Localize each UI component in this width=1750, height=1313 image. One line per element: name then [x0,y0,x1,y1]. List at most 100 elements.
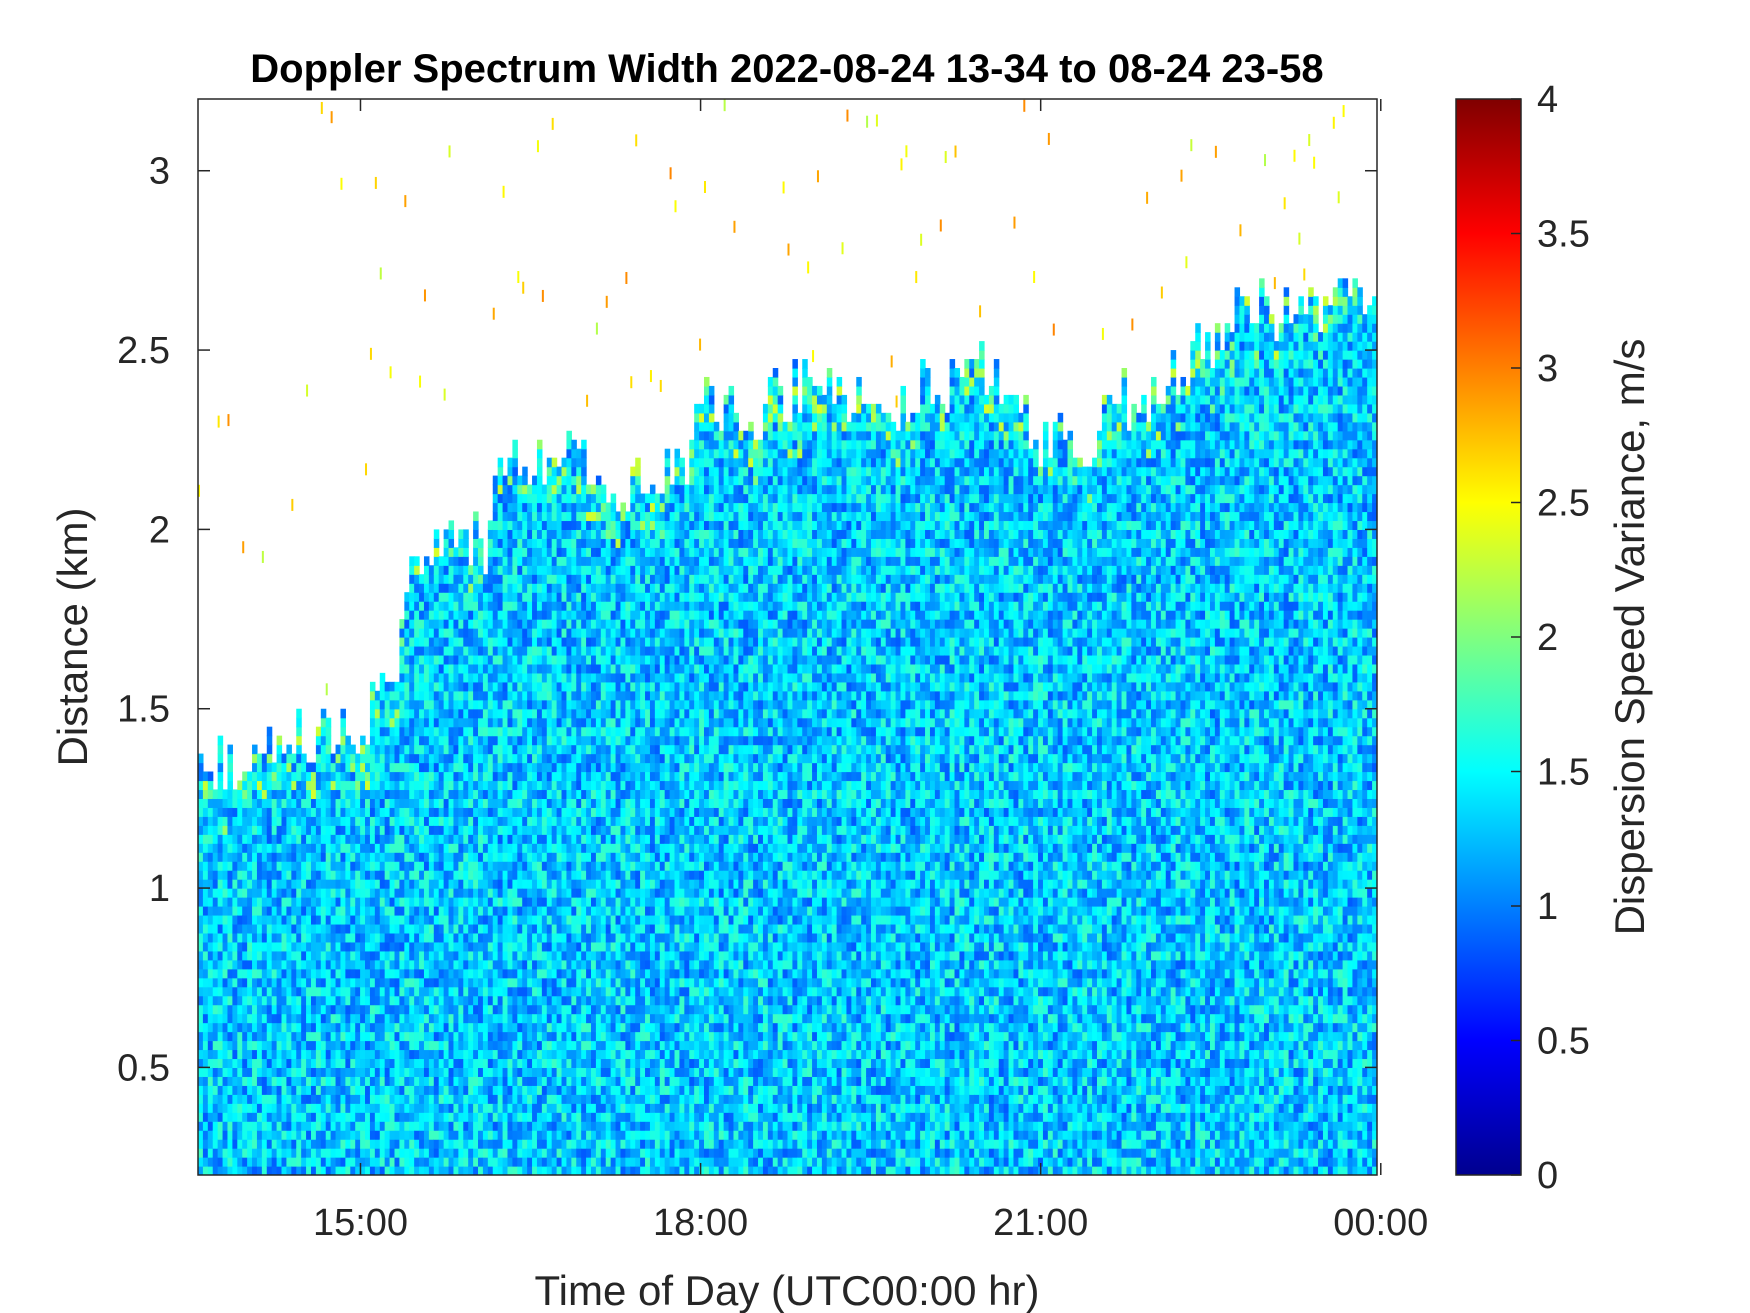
heatmap-cell [428,780,435,791]
heatmap-cell [384,977,391,988]
heatmap-cell [468,914,474,925]
heatmap-cell [291,1013,297,1024]
heatmap-cell [487,959,494,970]
heatmap-cell [586,906,592,916]
heatmap-cell [561,923,568,934]
heatmap-cell [404,914,410,925]
heatmap-cell [276,780,283,791]
heatmap-cell [492,619,499,629]
heatmap-cell [355,798,361,808]
heatmap-cell [478,852,484,862]
heatmap-cell [365,816,371,826]
heatmap-cell [217,879,224,889]
heatmap-cell [296,753,302,764]
heatmap-cell [394,1040,401,1051]
heatmap-cell [536,699,543,710]
heatmap-cell [374,977,381,988]
heatmap-cell [532,977,538,988]
heatmap-cell [350,780,356,791]
heatmap-cell [581,771,587,782]
heatmap-cell [320,762,327,773]
heatmap-cell [566,923,572,934]
heatmap-cell [315,834,322,844]
heatmap-cell [394,1049,401,1060]
heatmap-cell [551,753,558,764]
heatmap-cell [448,780,455,791]
heatmap-cell [453,771,459,782]
heatmap-cell [379,771,386,782]
heatmap-cell [315,1103,322,1113]
heatmap-cell [286,753,292,764]
heatmap-cell [512,888,518,898]
heatmap-cell [227,852,233,862]
heatmap-cell [536,1139,543,1149]
heatmap-cell [487,654,494,665]
heatmap-cell [320,852,327,862]
heatmap-cell [438,654,445,665]
heatmap-cell [586,1022,592,1033]
heatmap-cell [409,1040,415,1051]
heatmap-cell [198,870,204,880]
heatmap-cell [355,1085,361,1095]
heatmap-cell [428,1166,435,1175]
heatmap-cell [320,870,327,880]
heatmap-cell [502,511,509,522]
heatmap-cell [266,780,273,791]
heatmap-cell [453,1067,459,1077]
heatmap-cell [517,834,523,844]
heatmap-cell [261,1004,268,1015]
heatmap-cell [458,941,464,952]
heatmap-cell [374,1103,381,1113]
heatmap-cell [281,888,288,898]
heatmap-cell [458,923,464,934]
heatmap-cell [482,825,489,835]
heatmap-cell [556,708,563,719]
heatmap-cell [414,798,420,808]
heatmap-cell [423,959,430,970]
heatmap-cell [527,610,533,620]
heatmap-cell [458,932,464,943]
heatmap-cell [433,699,440,710]
heatmap-cell [256,1058,263,1068]
heatmap-cell [532,906,538,916]
heatmap-cell [404,610,410,620]
heatmap-cell [502,843,509,853]
heatmap-cell [247,1031,253,1042]
heatmap-cell [310,762,317,773]
heatmap-cell [546,870,553,880]
heatmap-cell [556,735,563,746]
heatmap-cell [310,941,317,952]
heatmap-cell [330,1040,337,1051]
heatmap-cell [360,789,366,799]
heatmap-cell [414,619,420,629]
heatmap-cell [517,914,523,925]
heatmap-cell [315,861,322,871]
heatmap-cell [512,645,518,656]
heatmap-cell [473,870,479,880]
heatmap-cell [266,744,273,755]
heatmap-cell [546,888,553,898]
heatmap-cell [227,753,233,764]
heatmap-cell [399,1004,405,1015]
heatmap-cell [310,950,317,961]
heatmap-cell [207,977,214,988]
heatmap-cell [423,798,430,808]
heatmap-cell [306,1067,312,1077]
heatmap-cell [271,968,278,979]
heatmap-cell [512,914,518,925]
heatmap-cell [404,699,410,710]
heatmap-cell [335,780,342,791]
heatmap-cell [217,798,224,808]
heatmap-cell [330,825,337,835]
heatmap-cell [463,1067,469,1077]
heatmap-cell [463,986,469,997]
heatmap-cell [591,879,597,889]
heatmap-cell [512,870,518,880]
heatmap-cell [266,1103,273,1113]
heatmap-cell [360,1067,366,1077]
heatmap-cell [571,448,577,459]
heatmap-cell [281,1130,288,1140]
heatmap-cell [527,807,533,817]
heatmap-cell [212,906,219,916]
heatmap-cell [301,888,307,898]
